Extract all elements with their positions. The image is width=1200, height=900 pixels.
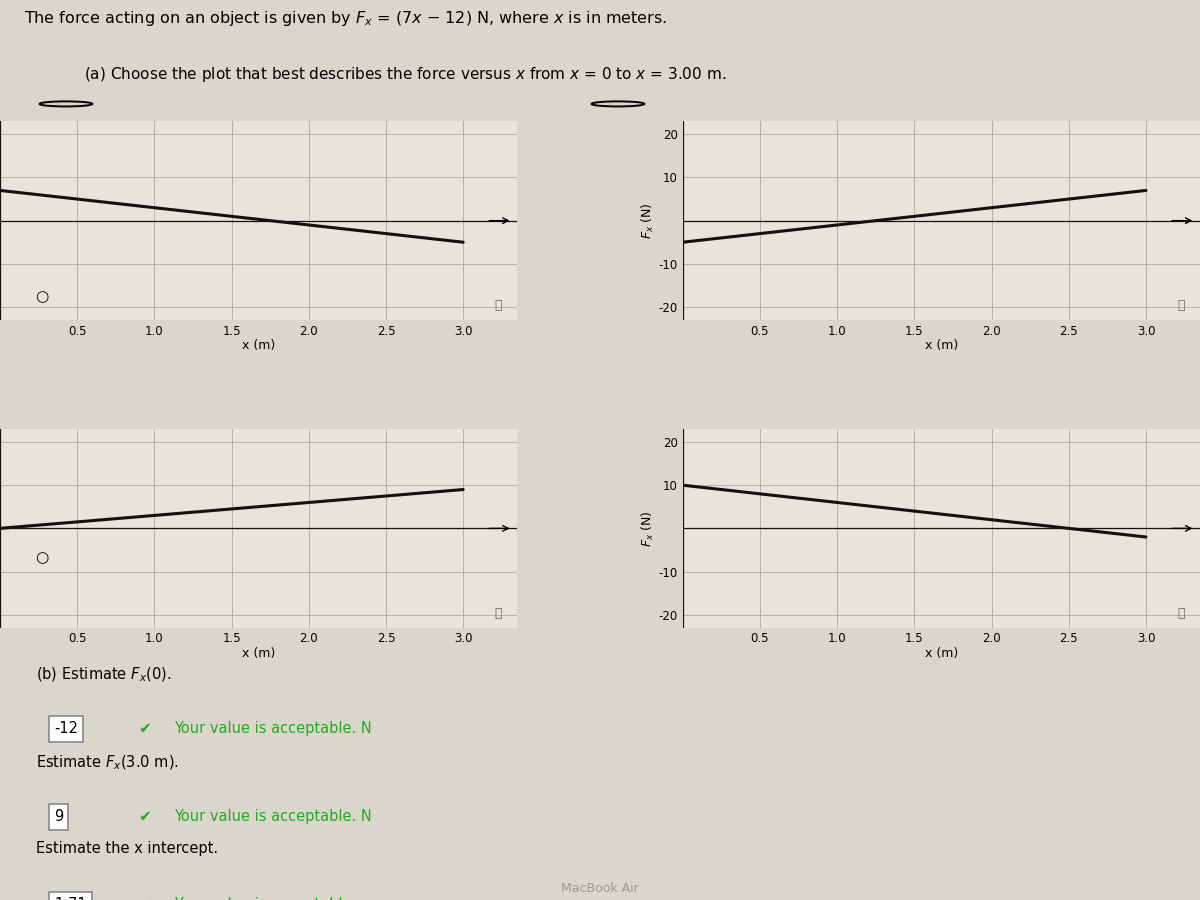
Text: ✔: ✔ (138, 809, 151, 824)
Text: Your value is acceptable. m: Your value is acceptable. m (174, 897, 376, 900)
Text: (a) Choose the plot that best describes the force versus $x$ from $x$ = 0 to $x$: (a) Choose the plot that best describes … (84, 65, 726, 84)
Text: ⓘ: ⓘ (1177, 607, 1184, 620)
Text: (b) Estimate $F_x$(0).: (b) Estimate $F_x$(0). (36, 665, 172, 684)
Text: 9: 9 (54, 809, 64, 824)
Text: Your value is acceptable. N: Your value is acceptable. N (174, 722, 372, 736)
X-axis label: x (m): x (m) (925, 647, 958, 660)
Text: -12: -12 (54, 722, 78, 736)
Text: 1.71: 1.71 (54, 897, 86, 900)
Y-axis label: $F_x$ (N): $F_x$ (N) (640, 510, 656, 546)
Text: The force acting on an object is given by $F_x$ = (7$x$ − 12) N, where $x$ is in: The force acting on an object is given b… (24, 9, 667, 28)
Text: Your value is acceptable. N: Your value is acceptable. N (174, 809, 372, 824)
Text: ⓘ: ⓘ (494, 607, 502, 620)
Text: ✔: ✔ (138, 897, 151, 900)
Text: ✔: ✔ (138, 722, 151, 736)
Text: MacBook Air: MacBook Air (562, 883, 638, 896)
X-axis label: x (m): x (m) (242, 339, 275, 352)
Text: Estimate $F_x$(3.0 m).: Estimate $F_x$(3.0 m). (36, 753, 179, 772)
X-axis label: x (m): x (m) (242, 647, 275, 660)
Text: ⓘ: ⓘ (494, 299, 502, 312)
Text: ○: ○ (35, 551, 49, 565)
X-axis label: x (m): x (m) (925, 339, 958, 352)
Text: Estimate the x intercept.: Estimate the x intercept. (36, 842, 218, 857)
Text: ⓘ: ⓘ (1177, 299, 1184, 312)
Text: ○: ○ (35, 290, 49, 304)
Y-axis label: $F_x$ (N): $F_x$ (N) (640, 202, 656, 239)
